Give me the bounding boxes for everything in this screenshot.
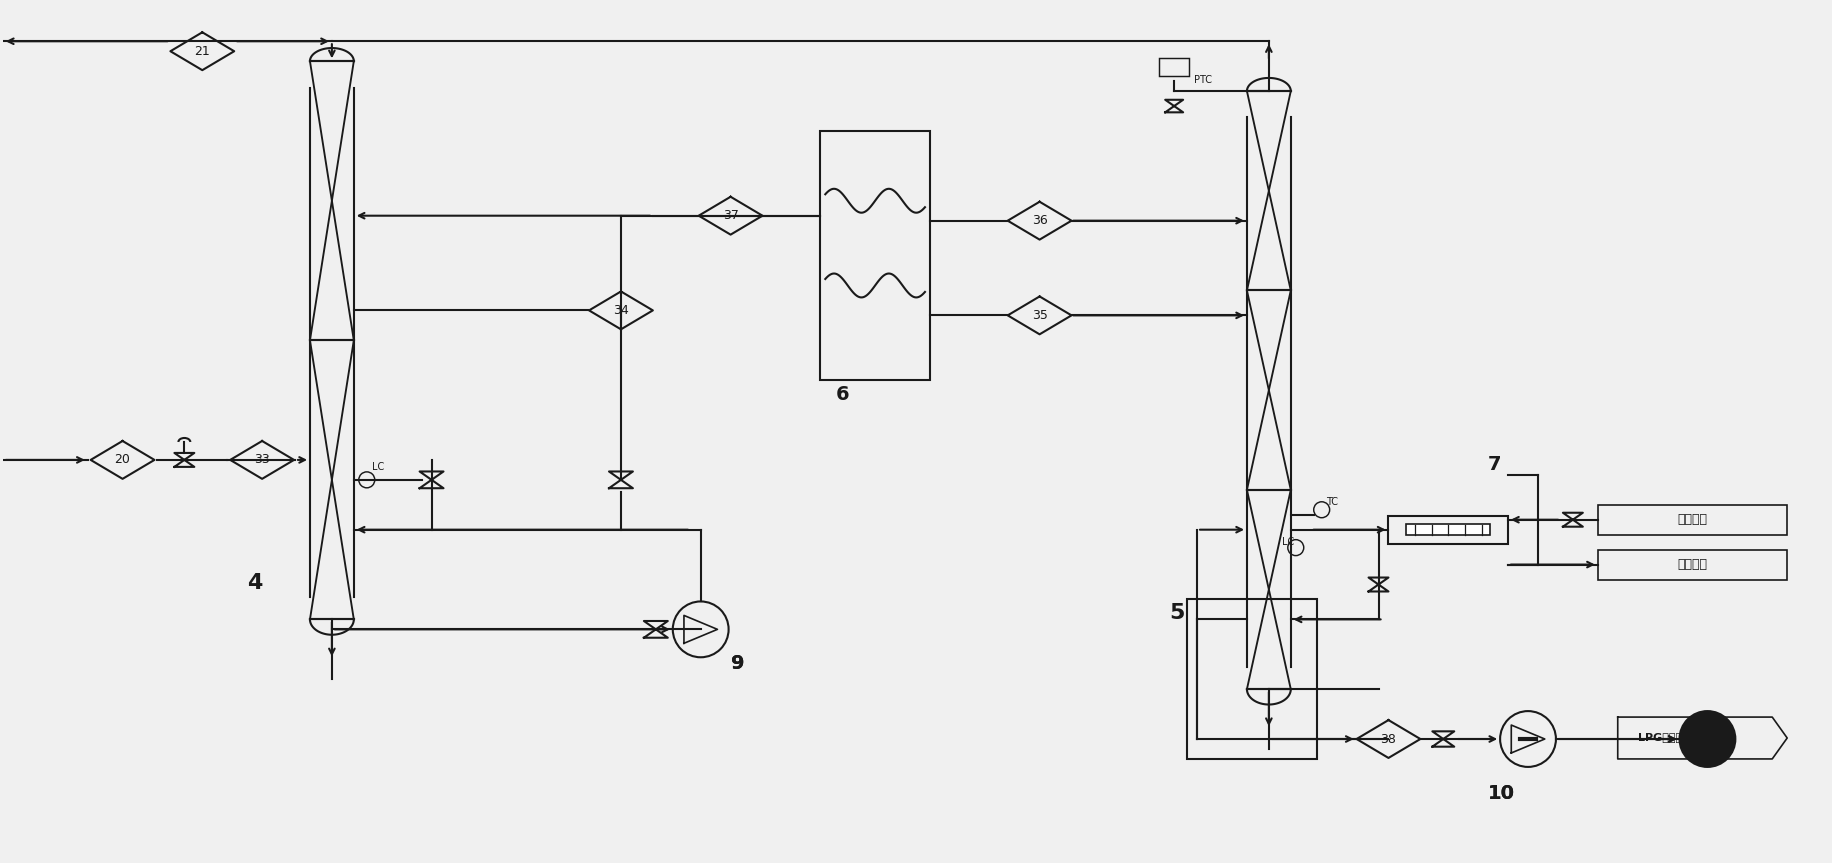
Text: 9: 9	[731, 654, 744, 673]
Text: 6: 6	[835, 385, 848, 404]
Bar	[1187, 600, 1317, 759]
Text: 7: 7	[1488, 455, 1502, 474]
Bar	[1389, 516, 1508, 544]
Text: 9: 9	[731, 654, 744, 673]
Circle shape	[1680, 711, 1735, 767]
Text: PTC: PTC	[1194, 75, 1213, 85]
Text: TC: TC	[1326, 497, 1337, 507]
Text: 导热油回: 导热油回	[1678, 558, 1707, 571]
Text: 33: 33	[255, 453, 269, 466]
Text: 20: 20	[115, 453, 130, 466]
Text: 38: 38	[1381, 733, 1396, 746]
Bar	[1160, 58, 1189, 76]
Text: 35: 35	[1031, 309, 1048, 322]
Bar	[1598, 550, 1788, 580]
Text: 34: 34	[614, 304, 628, 317]
Text: LC: LC	[372, 462, 385, 472]
Text: 10: 10	[1488, 784, 1515, 803]
Text: LPG至储罐: LPG至储罐	[1638, 732, 1682, 742]
Text: LC: LC	[1282, 537, 1293, 546]
Text: 4: 4	[247, 574, 262, 594]
Text: 21: 21	[194, 45, 211, 58]
Bar	[821, 131, 931, 381]
Bar	[1407, 524, 1489, 535]
Text: 导热油来: 导热油来	[1678, 513, 1707, 526]
Text: 36: 36	[1031, 214, 1048, 227]
Text: 37: 37	[722, 209, 738, 222]
Text: 10: 10	[1488, 784, 1515, 803]
Text: 5: 5	[1169, 603, 1185, 623]
Bar	[1598, 505, 1788, 535]
